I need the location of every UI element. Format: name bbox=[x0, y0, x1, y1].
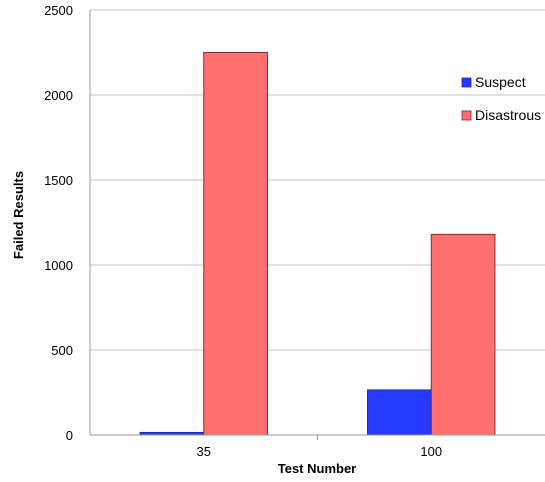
bar-disastrous-100 bbox=[430, 233, 496, 436]
bars bbox=[139, 52, 496, 436]
tick-labels: 0 500 1000 1500 2000 2500 35 100 bbox=[44, 3, 442, 459]
y-axis-title: Failed Results bbox=[11, 171, 26, 259]
legend-label-disastrous: Disastrous bbox=[475, 107, 541, 123]
x-axis-title: Test Number bbox=[278, 461, 357, 476]
x-tick-label: 100 bbox=[420, 444, 442, 459]
bar-disastrous-35 bbox=[203, 52, 268, 436]
bar-suspect-100 bbox=[367, 389, 432, 436]
legend: Suspect Disastrous bbox=[461, 74, 541, 123]
y-tick-label: 2500 bbox=[44, 3, 73, 18]
legend-label-suspect: Suspect bbox=[475, 74, 526, 90]
y-tick-label: 0 bbox=[66, 428, 73, 443]
x-tick-label: 35 bbox=[197, 444, 211, 459]
y-tick-label: 2000 bbox=[44, 88, 73, 103]
legend-swatch-suspect bbox=[461, 77, 472, 88]
legend-swatch-disastrous bbox=[461, 110, 472, 121]
axes bbox=[89, 10, 545, 440]
y-tick-label: 1500 bbox=[44, 173, 73, 188]
y-tick-label: 1000 bbox=[44, 258, 73, 273]
y-tick-label: 500 bbox=[51, 343, 73, 358]
